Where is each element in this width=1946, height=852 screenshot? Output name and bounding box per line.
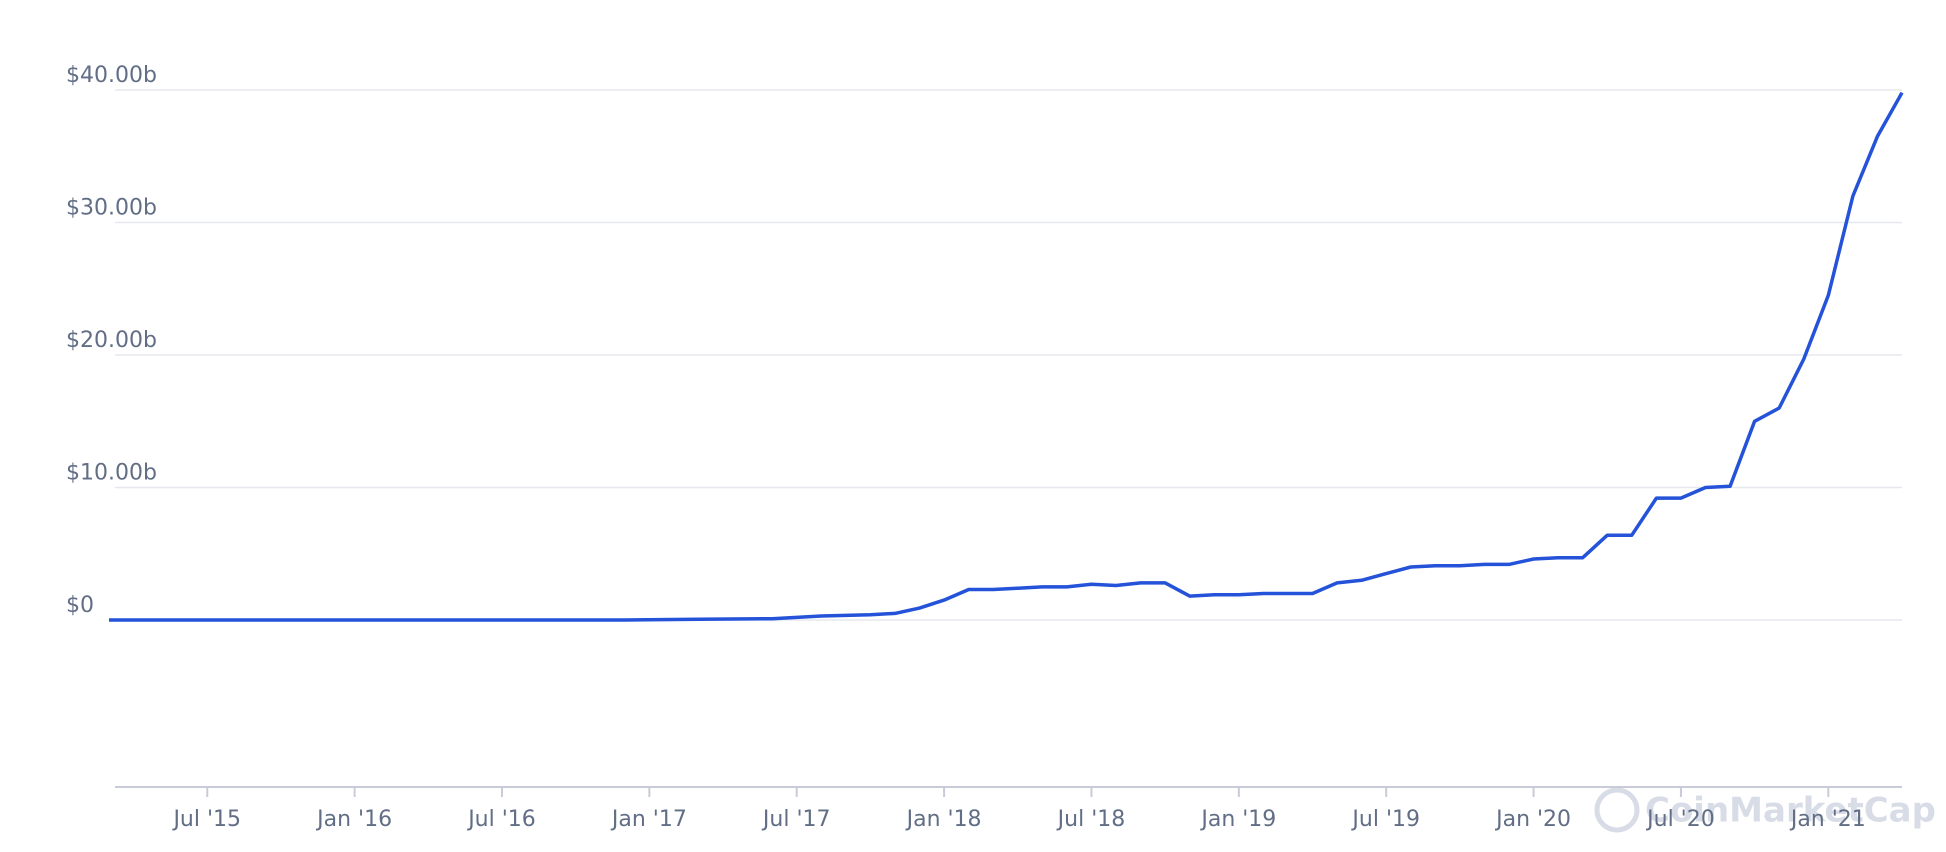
y-tick-label: $20.00b bbox=[66, 328, 157, 353]
x-tick-label: Jul '20 bbox=[1645, 807, 1715, 832]
y-tick-label: $40.00b bbox=[66, 63, 157, 88]
watermark: CoinMarketCap bbox=[1594, 787, 1936, 833]
y-tick-label: $30.00b bbox=[66, 196, 157, 221]
x-tick-label: Jul '17 bbox=[761, 807, 831, 832]
watermark-text: CoinMarketCap bbox=[1645, 791, 1936, 831]
x-tick-label: Jan '21 bbox=[1789, 807, 1866, 832]
x-tick-label: Jul '18 bbox=[1056, 807, 1126, 832]
x-tick-label: Jan '19 bbox=[1199, 807, 1276, 832]
watermark-logo bbox=[1594, 787, 1640, 833]
y-tick-label: $10.00b bbox=[66, 461, 157, 486]
x-tick-label: Jan '17 bbox=[610, 807, 687, 832]
x-tick-label: Jul '16 bbox=[466, 807, 536, 832]
x-tick-label: Jan '18 bbox=[905, 807, 982, 832]
y-tick-label: $0 bbox=[66, 593, 94, 618]
line-series bbox=[109, 91, 1904, 622]
x-tick-label: Jan '16 bbox=[315, 807, 392, 832]
x-tick-label: Jul '19 bbox=[1350, 807, 1420, 832]
x-tick-label: Jan '20 bbox=[1494, 807, 1571, 832]
x-tick-label: Jul '15 bbox=[171, 807, 241, 832]
